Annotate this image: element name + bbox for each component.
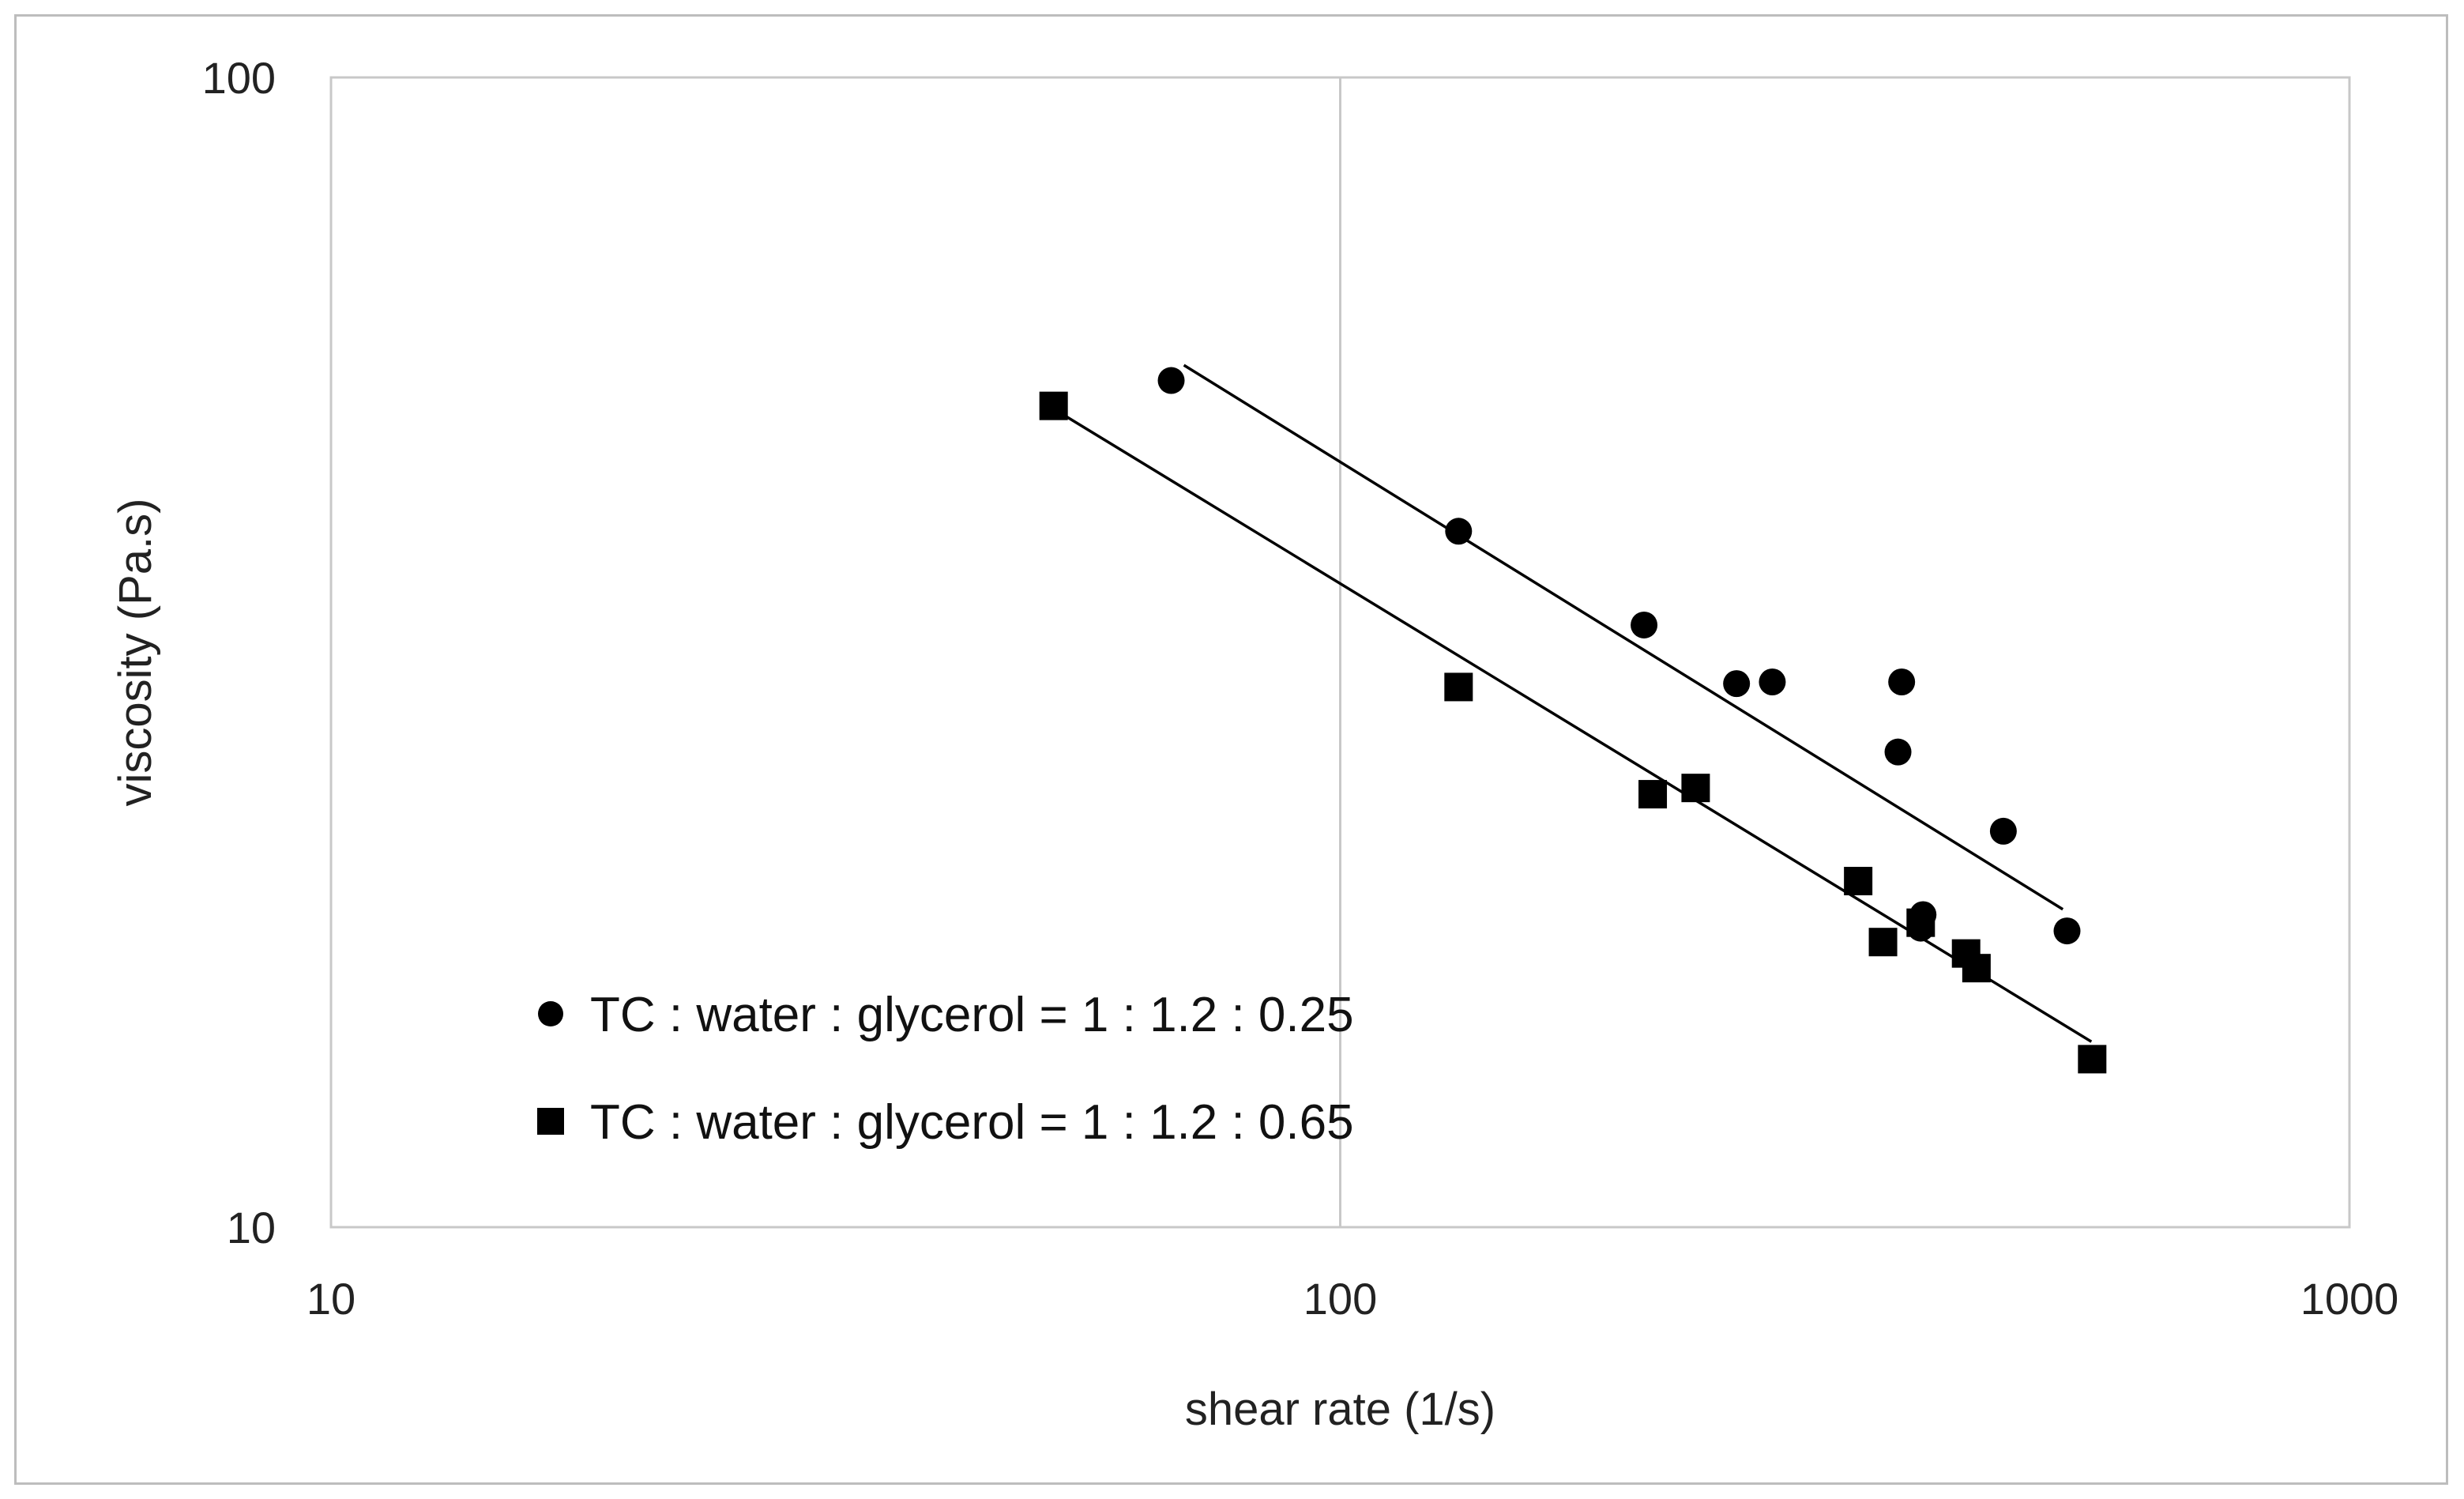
data-point-series-2 <box>1868 928 1898 957</box>
data-point-series-2 <box>1039 391 1068 420</box>
data-point-series-1 <box>1989 817 2017 845</box>
data-point-series-1 <box>1723 670 1751 698</box>
data-point-series-2 <box>1638 780 1668 809</box>
y-axis-title: viscosity (Pa.s) <box>110 499 161 807</box>
data-point-series-2 <box>2078 1045 2107 1074</box>
x-axis-title: shear rate (1/s) <box>1185 1384 1495 1435</box>
data-point-series-1 <box>1157 367 1185 394</box>
legend-marker-series-2 <box>537 1108 564 1135</box>
data-point-series-2 <box>1444 672 1473 702</box>
data-point-series-2 <box>1962 954 1991 983</box>
data-point-series-2 <box>1681 774 1710 803</box>
data-point-series-2 <box>1906 908 1935 937</box>
data-point-series-1 <box>1631 611 1658 638</box>
data-point-series-1 <box>1888 669 1916 696</box>
data-point-series-1 <box>2053 917 2081 945</box>
trendline-series-2 <box>1052 407 2093 1043</box>
legend-label-series-2: TC : water : glycerol = 1 : 1.2 : 0.65 <box>590 1095 1354 1150</box>
legend-label-series-1: TC : water : glycerol = 1 : 1.2 : 0.25 <box>590 988 1354 1042</box>
x-tick-label: 10 <box>307 1274 355 1324</box>
legend-marker-series-1 <box>538 1001 563 1026</box>
data-point-series-1 <box>1884 738 1912 766</box>
data-point-series-1 <box>1445 518 1473 545</box>
chart-svg: 10 100 1000 10 100 shear rate (1/s) viscosity … <box>110 53 2399 1435</box>
data-point-series-2 <box>1844 867 1873 896</box>
y-tick-label: 10 <box>227 1203 276 1252</box>
y-tick-label: 100 <box>202 53 276 103</box>
trendline-series-1 <box>1183 363 2064 911</box>
chart-frame: 10 100 1000 10 100 shear rate (1/s) viscosity … <box>14 14 2448 1485</box>
data-point-series-1 <box>1759 669 1786 696</box>
x-tick-label: 100 <box>1303 1274 1377 1324</box>
x-tick-label: 1000 <box>2300 1274 2399 1324</box>
